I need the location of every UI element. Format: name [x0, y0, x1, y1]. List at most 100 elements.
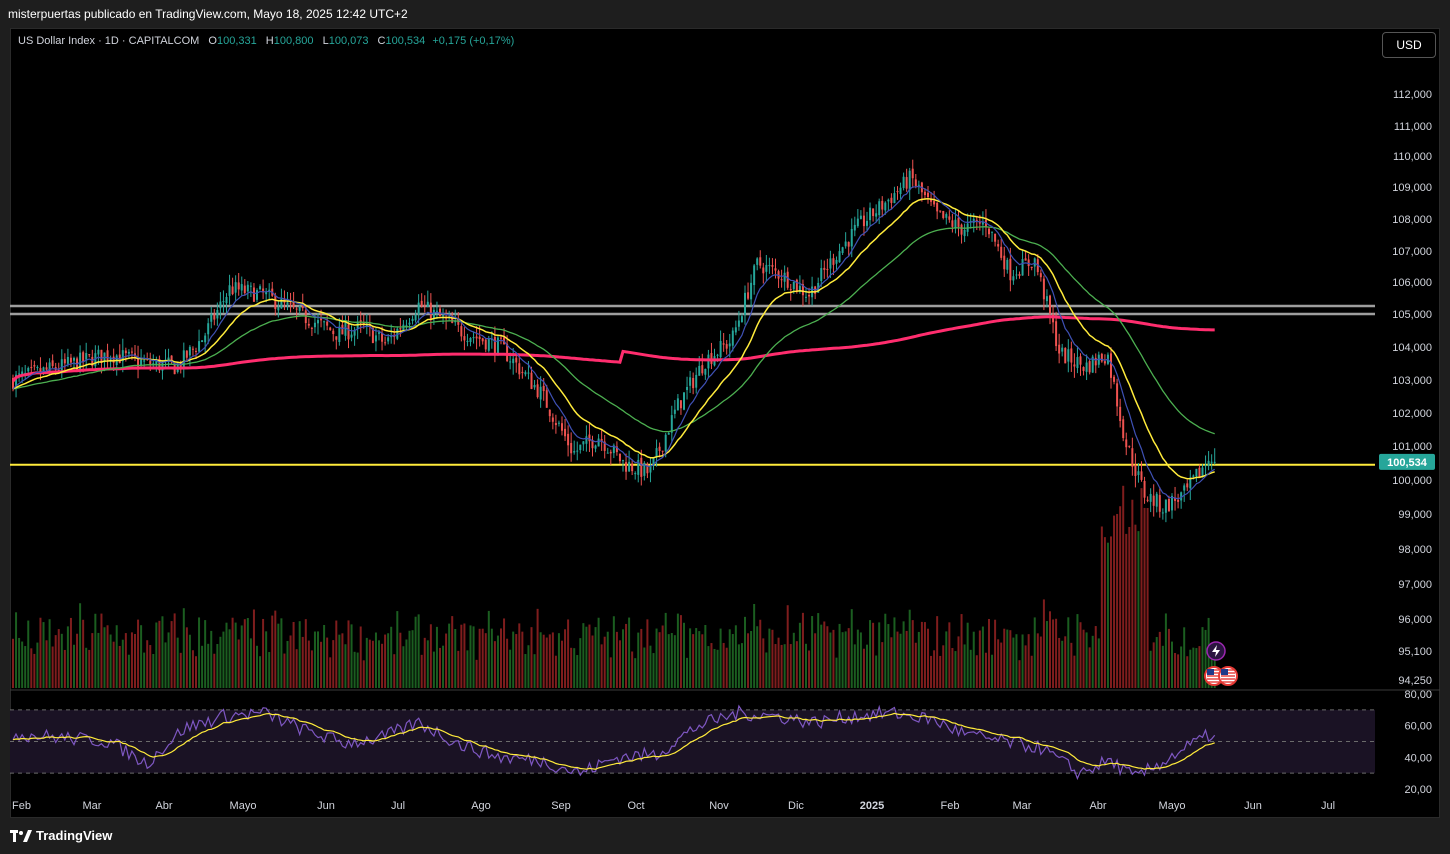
volume-bar	[762, 638, 765, 688]
volume-bar	[862, 648, 865, 688]
volume-bar	[219, 636, 222, 688]
volume-bar	[1024, 645, 1027, 688]
candle-body	[612, 445, 615, 454]
volume-bar	[350, 624, 353, 688]
volume-bar	[1113, 515, 1116, 688]
volume-bar	[432, 651, 435, 688]
tradingview-logo[interactable]: TradingView	[10, 828, 112, 843]
candle-body	[496, 337, 499, 356]
candle-body	[371, 328, 374, 343]
volume-bar	[231, 617, 234, 688]
high-value: 100,800	[273, 35, 314, 47]
candle-body	[1164, 499, 1167, 513]
volume-bar	[493, 641, 496, 688]
volume-bar	[94, 613, 97, 688]
candle-body	[1122, 419, 1125, 439]
volume-bar	[933, 650, 936, 688]
candle-body	[21, 371, 24, 375]
horizontal-lines[interactable]	[10, 304, 1375, 466]
volume-bar	[176, 637, 179, 688]
volume-bar	[640, 628, 643, 688]
volume-bar	[622, 629, 624, 688]
candle-body	[792, 281, 795, 290]
time-axis[interactable]: Feb Mar Abr Mayo Jun Jul Ago Sep Oct Nov Dic 2025 Fe…	[12, 800, 1335, 812]
candle-body	[780, 279, 783, 281]
candle-body	[991, 231, 994, 233]
volume-bar	[216, 643, 219, 688]
volume-bar	[981, 626, 984, 688]
volume-bar	[158, 620, 161, 688]
volume-bar	[1149, 650, 1152, 688]
candle-body	[307, 323, 310, 326]
rsi-pane: 80,00 60,00 40,00 20,00	[10, 689, 1440, 796]
price-chart[interactable]: 112,000 111,000 110,000 109,000 108,000 107,0…	[10, 28, 1440, 818]
volume-bar	[515, 634, 518, 688]
candle-body	[185, 350, 188, 358]
volume-bar	[134, 633, 136, 688]
candle-body	[317, 320, 319, 324]
volume-bar	[954, 651, 957, 688]
volume-bar	[847, 628, 850, 688]
volume-bar	[484, 633, 487, 688]
candle-body	[765, 264, 768, 272]
currency-button[interactable]: USD	[1382, 32, 1436, 58]
rsi-tick-label: 20,00	[1404, 784, 1432, 796]
volume-bar	[634, 658, 637, 688]
volume-bar	[768, 628, 771, 688]
volume-bar	[841, 632, 844, 688]
rsi-tick-label: 40,00	[1404, 752, 1432, 764]
candle-body	[875, 213, 878, 217]
volume-bar	[506, 638, 509, 688]
candle-body	[975, 219, 978, 221]
volume-bar	[1106, 542, 1109, 688]
volume-bar	[365, 637, 368, 688]
time-tick-label: Dic	[788, 800, 804, 812]
lightning-icon	[1206, 641, 1226, 661]
volume-bar	[130, 632, 133, 688]
candle-body	[850, 228, 853, 247]
candle-body	[85, 353, 88, 360]
volume-bar	[12, 638, 14, 688]
volume-bar	[454, 629, 457, 688]
candle-body	[527, 372, 530, 374]
volume-bar	[1021, 634, 1024, 688]
candle-body	[42, 367, 45, 372]
volume-bar	[143, 652, 146, 688]
volume-bar	[1140, 488, 1143, 688]
volume-bar	[988, 618, 990, 688]
candle-body	[1204, 465, 1207, 467]
candle-body	[533, 384, 536, 388]
price-tick-label: 96,000	[1398, 614, 1432, 626]
candle-body	[1082, 367, 1085, 371]
volume-bar	[744, 616, 746, 688]
volume-bar	[1039, 636, 1042, 688]
price-tick-label: 108,000	[1392, 214, 1432, 226]
ma-200-line	[11, 315, 1215, 383]
volume-bar	[905, 630, 908, 688]
candle-body	[1088, 361, 1091, 373]
volume-bar	[472, 626, 475, 688]
volume-bar	[750, 631, 753, 688]
volume-bar	[1167, 628, 1170, 688]
low-label: L	[322, 35, 329, 47]
volume-bar	[97, 632, 100, 688]
candle-body	[140, 359, 143, 365]
volume-bar	[826, 626, 829, 688]
volume-bar	[887, 624, 890, 688]
symbol-title: US Dollar Index · 1D · CAPITALCOM	[18, 35, 200, 47]
volume-bar	[15, 612, 18, 688]
volume-bar	[1204, 629, 1207, 688]
volume-bar	[853, 644, 856, 688]
volume-bar	[384, 634, 387, 688]
volume-bar	[679, 615, 682, 688]
volume-bar	[307, 640, 310, 688]
volume-bar	[542, 634, 545, 688]
chart-icons[interactable]	[1204, 641, 1238, 686]
volume-bar	[371, 640, 374, 688]
volume-bar	[689, 628, 692, 688]
candle-body	[1195, 468, 1198, 477]
price-axis[interactable]: 112,000 111,000 110,000 109,000 108,000 107,0…	[1392, 89, 1432, 687]
volume-bar	[1103, 537, 1106, 688]
candle-body	[310, 327, 313, 329]
volume-bar	[100, 613, 103, 688]
